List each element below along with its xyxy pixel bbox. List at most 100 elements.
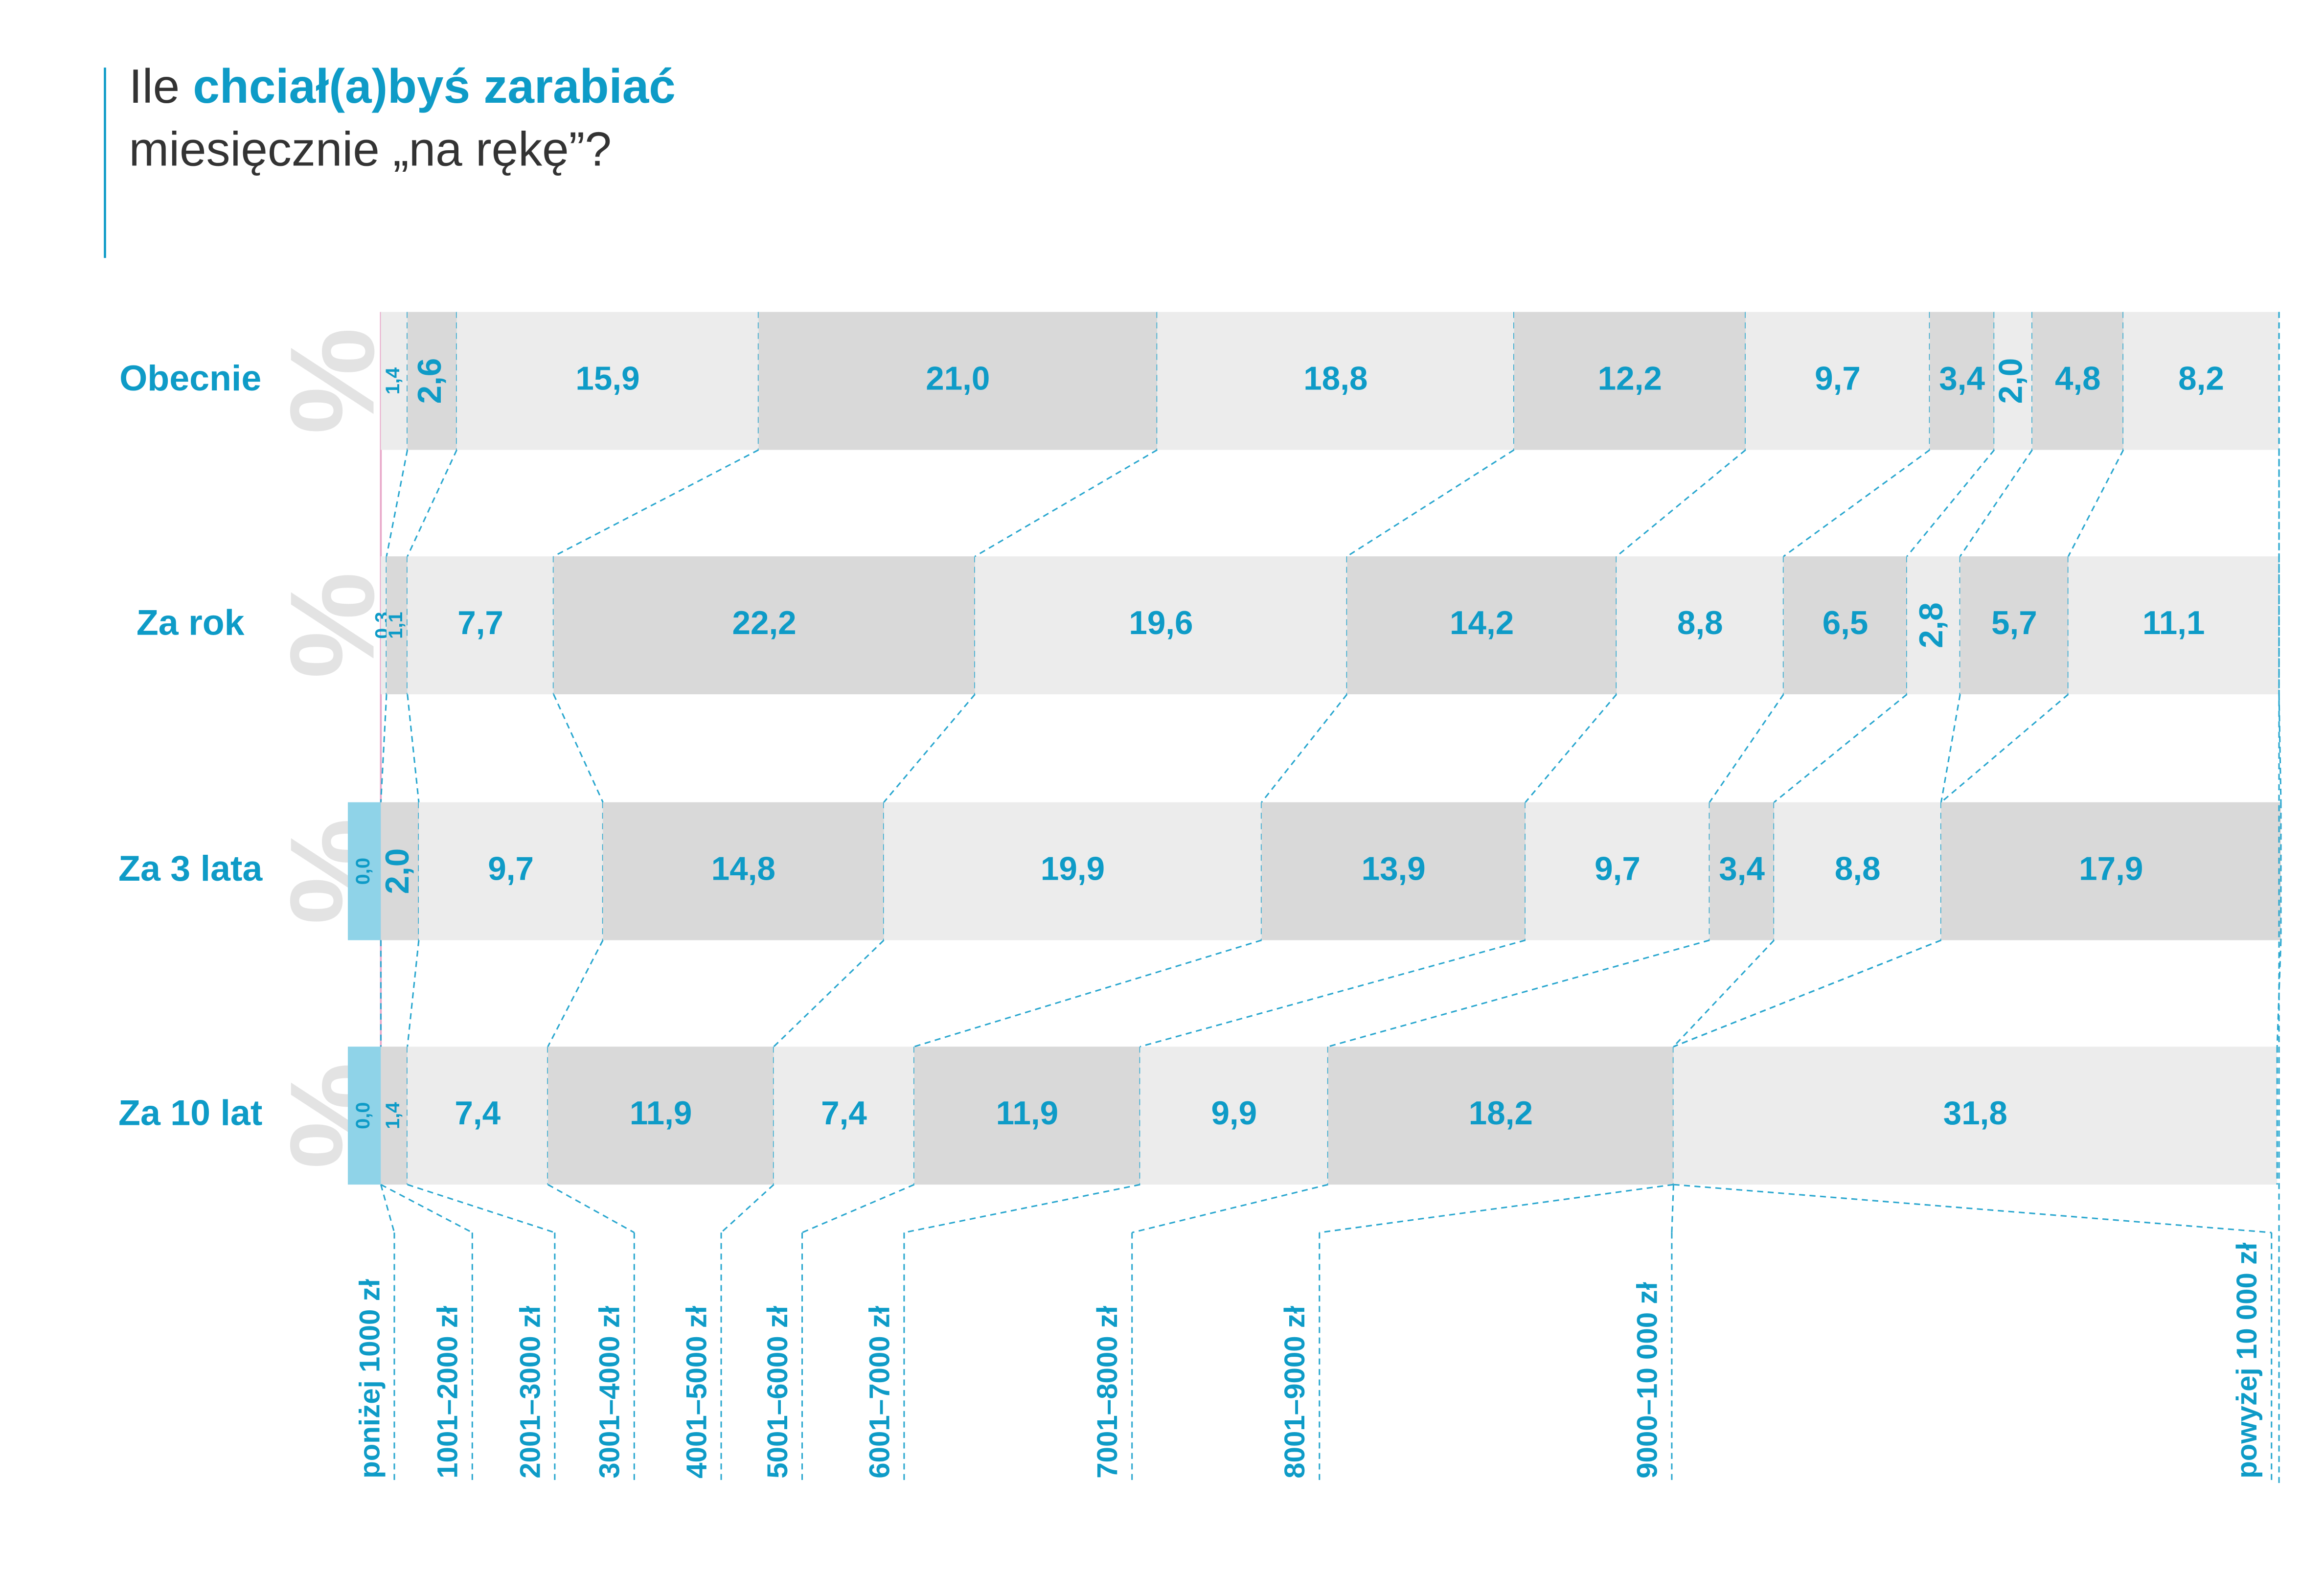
value-label: 14,8 (711, 850, 775, 887)
segment (914, 1047, 1140, 1185)
segment (381, 1047, 408, 1185)
segment (1261, 802, 1526, 940)
connector (1261, 694, 1348, 803)
category-connector (904, 1184, 1140, 1233)
connector (1709, 694, 1784, 803)
value-label: 8,8 (1835, 850, 1881, 887)
category-label: 9000–10 000 zł (1631, 1282, 1663, 1478)
connector (380, 694, 387, 802)
value-label: 19,9 (1041, 850, 1105, 887)
connector (914, 939, 1262, 1048)
category-connector (547, 1184, 635, 1233)
chart-title: Ile chciał(a)byś zarabiać (129, 59, 676, 113)
value-label: 6,5 (1823, 605, 1868, 641)
segment (418, 802, 603, 940)
value-label: 7,4 (455, 1095, 501, 1132)
value-label: 0,0 (352, 858, 374, 885)
category-label: poniżej 1000 zł (354, 1279, 386, 1479)
value-label: 14,2 (1450, 605, 1514, 641)
category-label: 2001–3000 zł (514, 1306, 546, 1479)
title-highlight: chciał(a)byś zarabiać (193, 59, 675, 113)
value-label: 17,9 (2079, 850, 2143, 887)
connector (1139, 939, 1526, 1048)
value-label: 1,4 (382, 1102, 404, 1129)
segment (1328, 1047, 1674, 1185)
category-label: 7001–8000 zł (1092, 1306, 1123, 1479)
connector (1525, 694, 1618, 803)
value-label: 9,7 (1595, 850, 1640, 887)
connector (407, 940, 420, 1047)
connector (883, 694, 976, 803)
row-label: Za 3 lata (118, 848, 263, 889)
segment (1673, 1047, 2278, 1185)
segment (1514, 312, 1746, 450)
segment (381, 556, 387, 695)
value-label: 4,8 (2055, 360, 2101, 397)
connector (1940, 694, 1961, 802)
category-connector (407, 1184, 555, 1233)
connector (1346, 449, 1515, 557)
value-label: 7,4 (821, 1095, 867, 1132)
value-label: 2,6 (411, 358, 448, 404)
category-connector (720, 1184, 775, 1233)
segment (547, 1047, 774, 1185)
connector (553, 694, 604, 803)
connector (1673, 939, 1942, 1048)
category-label: 6001–7000 zł (864, 1306, 895, 1479)
segment (1994, 312, 2032, 450)
segment (1617, 556, 1784, 695)
connector (2068, 449, 2124, 557)
category-connector (801, 1184, 915, 1233)
row-label: Za rok (137, 602, 245, 642)
category-label: powyżej 10 000 zł (2231, 1243, 2263, 1479)
category-connector (1671, 1185, 1674, 1233)
value-label: 21,0 (926, 360, 990, 397)
value-label: 9,7 (488, 850, 534, 887)
segment (1140, 1047, 1328, 1185)
value-label: 19,6 (1129, 605, 1193, 641)
value-label: 3,4 (1939, 360, 1985, 397)
category-connector (1132, 1184, 1328, 1233)
segment (1783, 556, 1907, 695)
segment (975, 556, 1347, 695)
connector (2278, 694, 2282, 802)
connector (553, 449, 759, 557)
segment (381, 802, 419, 940)
segment (381, 312, 408, 450)
connector (1940, 693, 2069, 803)
connector (1774, 693, 1908, 803)
segment (407, 1047, 548, 1185)
segment (774, 1047, 914, 1185)
segment (407, 312, 457, 450)
zero-segment (347, 802, 381, 940)
category-connector (1319, 1184, 1674, 1233)
segment (1709, 802, 1775, 940)
connector (2276, 940, 2282, 1047)
category-connector (380, 1184, 473, 1233)
category-label: 5001–6000 zł (762, 1306, 794, 1479)
unit-mark: % (265, 572, 399, 679)
zero-segment (347, 1047, 381, 1185)
segment (407, 556, 554, 695)
chart-subtitle: miesięcznie „na rękę”? (129, 122, 612, 176)
value-label: 9,9 (1211, 1095, 1257, 1132)
segment (758, 312, 1158, 450)
segment (456, 312, 759, 450)
category-label: 8001–9000 zł (1279, 1306, 1311, 1479)
value-label: 2,0 (379, 848, 416, 894)
unit-mark: % (265, 328, 399, 434)
title-part: Ile (129, 59, 180, 113)
value-label: 3,4 (1719, 850, 1765, 887)
connector (547, 939, 604, 1047)
segment (553, 556, 975, 695)
value-label: 5,7 (1991, 605, 2037, 641)
value-label: 12,2 (1598, 360, 1662, 397)
value-label: 13,9 (1362, 850, 1426, 887)
value-label: 0,0 (352, 1102, 374, 1129)
connector (1906, 449, 1995, 557)
connector (1327, 939, 1710, 1048)
value-label: 11,1 (2142, 605, 2205, 641)
segment (1774, 802, 1941, 940)
segment (1157, 312, 1514, 450)
